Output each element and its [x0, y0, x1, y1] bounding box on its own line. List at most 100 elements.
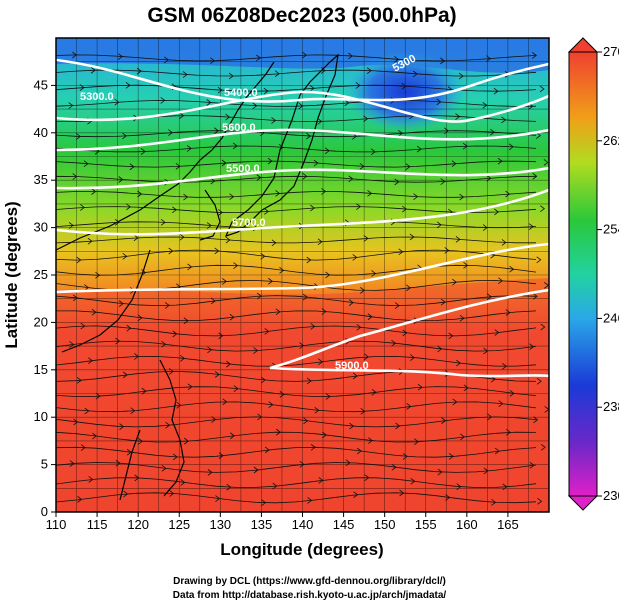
- streamline-arrow: [218, 332, 224, 340]
- streamline-arrow: [115, 459, 121, 467]
- streamline-arrow: [402, 453, 408, 460]
- streamline-arrow: [91, 188, 97, 195]
- y-tick-label: 10: [34, 409, 48, 424]
- streamline-arrow: [207, 346, 213, 354]
- streamline: [56, 310, 537, 322]
- streamline-arrow: [493, 87, 499, 95]
- streamline: [56, 295, 537, 307]
- streamline: [56, 84, 537, 92]
- streamline-arrow: [459, 193, 465, 201]
- streamline-arrow: [182, 71, 188, 78]
- streamline: [56, 249, 537, 261]
- streamline-arrow: [399, 489, 405, 497]
- streamline-arrow: [161, 340, 167, 348]
- streamline-arrow: [437, 468, 443, 476]
- streamline-arrow: [391, 339, 397, 347]
- streamline-arrow: [497, 157, 503, 165]
- streamline-arrow: [68, 222, 74, 229]
- x-tick-label: 160: [456, 517, 478, 532]
- streamline-arrow: [321, 308, 327, 315]
- streamline-arrow: [179, 112, 185, 119]
- streamline-arrow: [486, 55, 491, 62]
- streamline-arrow: [536, 132, 541, 139]
- streamline-arrow: [455, 113, 461, 120]
- streamline-arrow: [218, 209, 223, 216]
- streamline-arrow: [126, 324, 132, 332]
- contour-label: 5900.0: [335, 360, 369, 372]
- streamline-arrow: [506, 429, 511, 436]
- streamline-arrow: [401, 82, 407, 90]
- streamline-arrow: [313, 159, 319, 167]
- geopotential-contours: [56, 58, 549, 378]
- streamline-arrow: [207, 469, 213, 476]
- streamline-arrow: [355, 82, 361, 89]
- streamline-arrow: [164, 56, 169, 64]
- streamline-arrow: [271, 239, 277, 247]
- streamline-arrow: [180, 479, 186, 486]
- streamline-arrow: [436, 98, 442, 106]
- x-tick-label: 115: [87, 517, 108, 532]
- streamline-arrow: [508, 143, 514, 151]
- streamline-arrow: [114, 98, 120, 106]
- x-tick-label: 125: [168, 517, 190, 532]
- streamline-arrow: [498, 277, 503, 285]
- streamline-arrow: [364, 353, 369, 361]
- streamline-arrow: [324, 147, 330, 155]
- streamline-arrow: [414, 438, 419, 446]
- colorbar-tick-label: 238: [603, 399, 619, 414]
- streamline-arrow: [402, 205, 407, 213]
- streamline-arrow: [183, 317, 189, 325]
- colorbar-bar: [568, 51, 598, 497]
- streamline: [56, 416, 537, 428]
- streamline-arrow: [505, 309, 511, 316]
- contour-5500: [56, 128, 549, 152]
- streamline-arrow: [532, 172, 538, 180]
- streamline-arrow: [463, 261, 469, 269]
- streamline-arrow: [448, 332, 454, 340]
- streamline-arrow: [307, 497, 313, 504]
- streamline-arrow: [126, 448, 132, 456]
- colorbar-ticks: 270 262 254 246 238 230: [597, 44, 619, 503]
- contour-label: 5600.0: [222, 122, 256, 134]
- x-axis-label: Longitude (degrees): [220, 540, 383, 559]
- x-tick-label: 155: [415, 517, 437, 532]
- streamline-arrow: [494, 208, 499, 216]
- streamline-arrow: [452, 398, 458, 406]
- streamline: [56, 236, 536, 244]
- streamline-arrow: [125, 81, 131, 89]
- streamline-arrow: [416, 145, 422, 153]
- streamline-arrow: [176, 401, 182, 409]
- streamline-arrow: [217, 86, 223, 94]
- contour-5600: [56, 166, 549, 190]
- streamline-arrow: [360, 408, 366, 415]
- streamline-arrow: [88, 357, 93, 365]
- streamline: [56, 145, 537, 153]
- streamline-arrow: [77, 496, 83, 503]
- y-tick-label: 30: [34, 220, 48, 235]
- streamline-arrow: [278, 144, 284, 151]
- streamline-arrow: [505, 190, 511, 198]
- streamline-arrow: [268, 277, 273, 285]
- streamline-arrow: [221, 159, 227, 167]
- streamline-arrow: [90, 66, 96, 74]
- streamline-arrow: [122, 371, 128, 379]
- streamline-arrow: [165, 421, 171, 429]
- y-tick-label: 20: [34, 314, 48, 329]
- streamline-arrow: [261, 499, 267, 507]
- streamline-arrow: [440, 178, 446, 185]
- streamline-arrow: [494, 447, 500, 455]
- streamline-arrow: [210, 57, 215, 65]
- streamline-arrow: [172, 206, 177, 214]
- streamline-arrow: [183, 193, 189, 201]
- streamline-arrow: [95, 392, 101, 400]
- streamline-arrow: [344, 99, 350, 107]
- streamline-arrow: [445, 494, 451, 501]
- streamline-arrow: [222, 398, 228, 406]
- streamline-arrow: [122, 132, 127, 140]
- x-tick-label: 140: [292, 517, 314, 532]
- streamline-arrow: [141, 269, 147, 276]
- streamline-arrow: [138, 437, 143, 445]
- streamline-arrow: [436, 221, 442, 229]
- streamline-arrow: [271, 117, 277, 124]
